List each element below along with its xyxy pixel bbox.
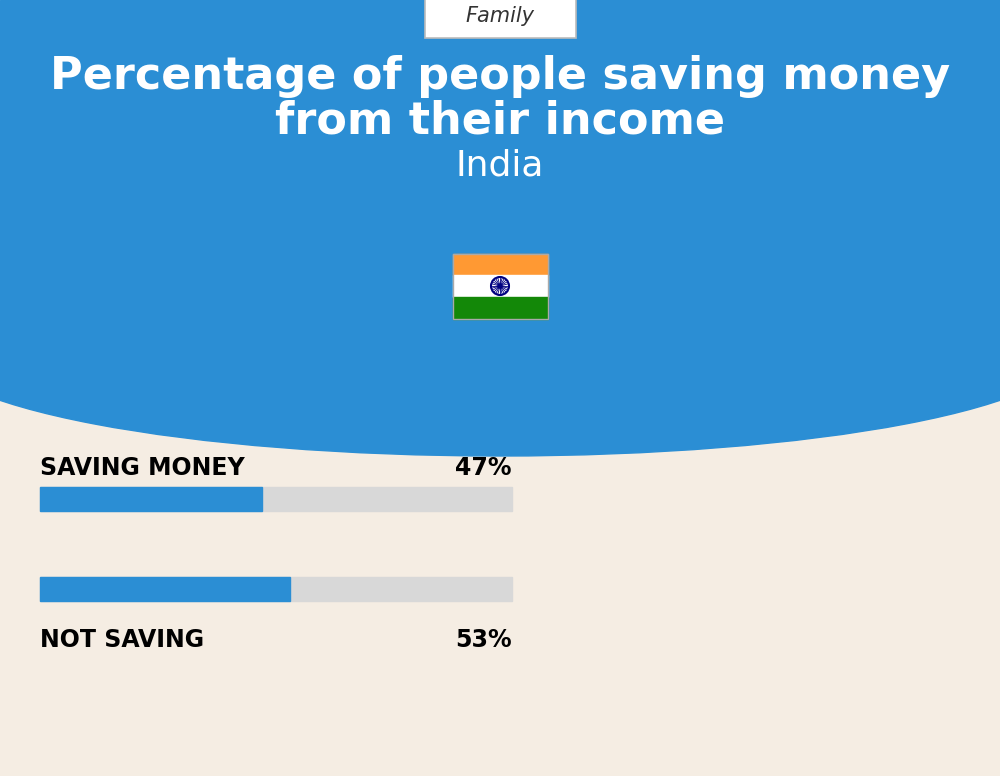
Ellipse shape	[0, 236, 1000, 456]
Bar	[40, 487, 512, 511]
Bar	[452, 254, 548, 275]
Text: Family: Family	[466, 6, 534, 26]
Bar	[452, 297, 548, 318]
Bar	[40, 487, 262, 511]
Circle shape	[498, 284, 502, 288]
Bar	[0, 0, 1000, 346]
Bar	[452, 254, 548, 318]
Text: 47%: 47%	[456, 456, 512, 480]
Text: NOT SAVING: NOT SAVING	[40, 628, 204, 652]
Bar	[40, 577, 512, 601]
FancyBboxPatch shape	[424, 0, 576, 38]
Text: India: India	[456, 149, 544, 183]
Bar	[452, 275, 548, 297]
Text: 53%: 53%	[455, 628, 512, 652]
Text: Percentage of people saving money: Percentage of people saving money	[50, 54, 950, 98]
Text: SAVING MONEY: SAVING MONEY	[40, 456, 245, 480]
Text: from their income: from their income	[275, 99, 725, 143]
Bar	[40, 577, 290, 601]
